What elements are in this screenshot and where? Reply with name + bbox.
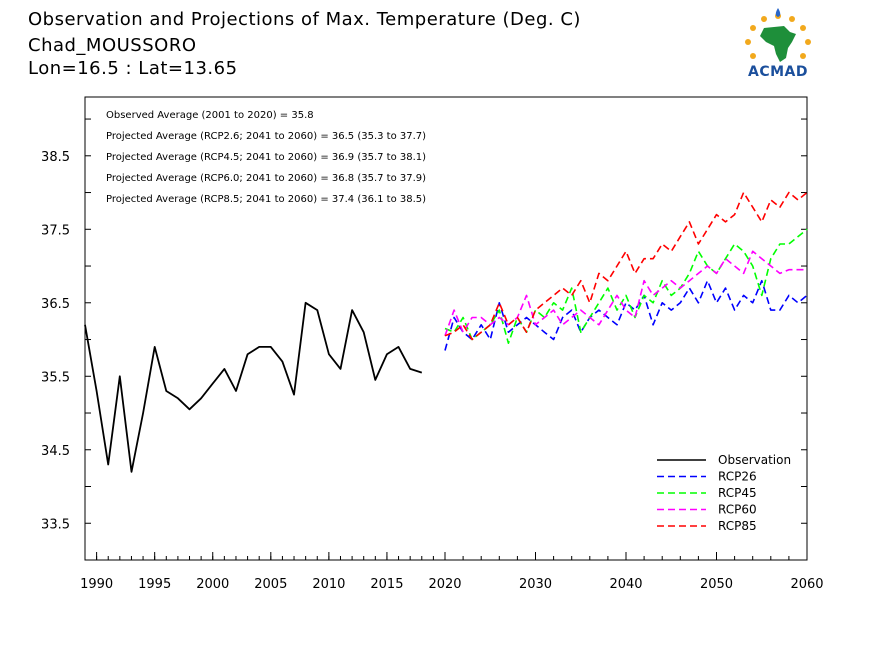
x-tick-label: 2060	[790, 577, 823, 592]
annotation-text: Observed Average (2001 to 2020) = 35.8	[106, 110, 314, 121]
acmad-logo	[745, 8, 811, 62]
x-tick-label: 1995	[138, 577, 171, 592]
chart-title: Observation and Projections of Max. Temp…	[28, 9, 581, 30]
legend-label-rcp26: RCP26	[718, 470, 757, 484]
annotation-text: Projected Average (RCP6.0; 2041 to 2060)…	[106, 173, 426, 184]
legend-label-rcp85: RCP85	[718, 519, 757, 533]
x-tick-label: 2015	[370, 577, 403, 592]
legend: Observation RCP26 RCP45 RCP60 RCP85	[657, 453, 791, 533]
x-tick-label: 2050	[700, 577, 733, 592]
x-tick-label: 2010	[312, 577, 345, 592]
x-tick-label: 2020	[428, 577, 461, 592]
acmad-logo-text: ACMAD	[748, 64, 808, 80]
x-tick-label: 2040	[609, 577, 642, 592]
legend-label-observation: Observation	[718, 453, 791, 467]
y-tick-label: 37.5	[41, 223, 70, 238]
series-lines	[84, 191, 808, 473]
chart-coordinates: Lon=16.5 : Lat=13.65	[28, 58, 238, 79]
legend-label-rcp45: RCP45	[718, 486, 757, 500]
annotations: Observed Average (2001 to 2020) = 35.8 Pr…	[106, 110, 426, 205]
axes: 33.5 34.5 35.5 36.5 37.5 38.5 1990 1995 2000 2005…	[41, 118, 824, 592]
chart-location: Chad_MOUSSORO	[28, 35, 197, 56]
series-line-rcp60	[444, 250, 807, 337]
y-tick-label: 35.5	[41, 370, 70, 385]
series-line-rcp26	[444, 279, 808, 351]
series-line-rcp85	[444, 191, 808, 341]
annotation-text: Projected Average (RCP2.6; 2041 to 2060)…	[106, 131, 426, 142]
x-tick-label: 2000	[196, 577, 229, 592]
legend-label-rcp60: RCP60	[718, 503, 757, 517]
x-tick-label: 2030	[519, 577, 552, 592]
y-tick-label: 36.5	[41, 297, 70, 312]
annotation-text: Projected Average (RCP4.5; 2041 to 2060)…	[106, 152, 426, 163]
y-tick-label: 34.5	[41, 444, 70, 459]
x-tick-label: 1990	[80, 577, 113, 592]
annotation-text: Projected Average (RCP8.5; 2041 to 2060)…	[106, 194, 426, 205]
y-tick-label: 33.5	[41, 517, 70, 532]
x-tick-label: 2005	[254, 577, 287, 592]
series-line-rcp45	[444, 228, 808, 345]
series-line-observation	[84, 301, 423, 473]
y-tick-label: 38.5	[41, 150, 70, 165]
